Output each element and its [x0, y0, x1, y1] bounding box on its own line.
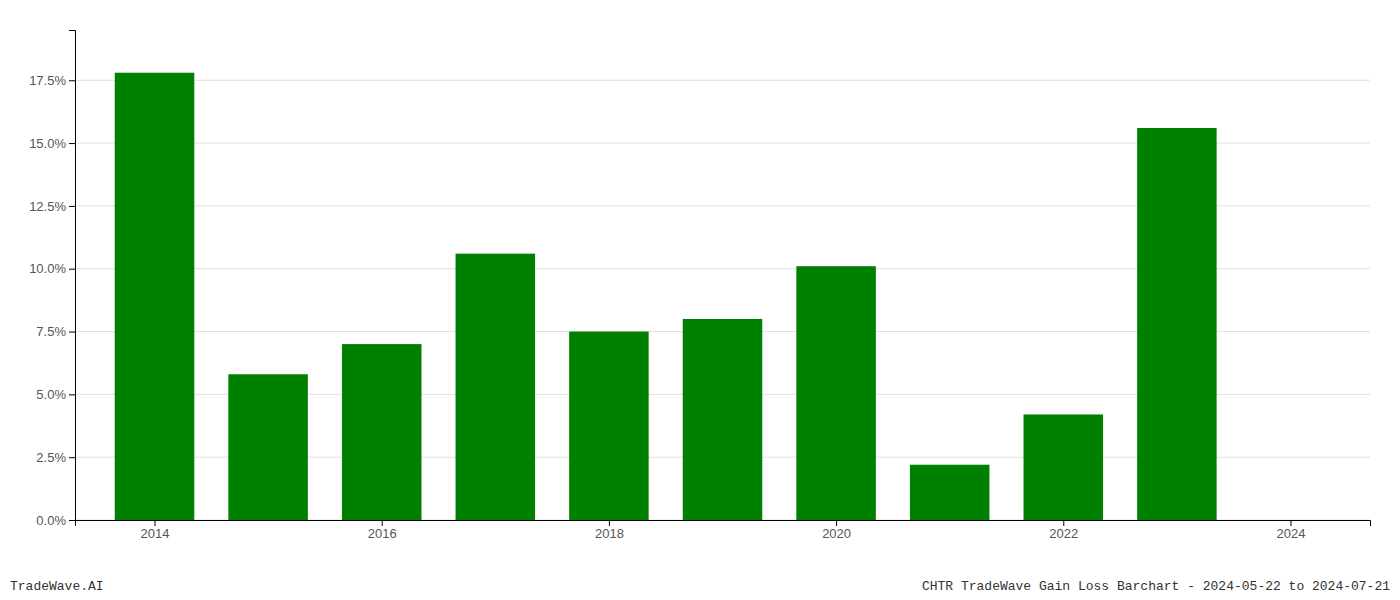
bar — [569, 332, 649, 520]
tick-mark — [69, 332, 75, 333]
tick-mark — [836, 520, 837, 526]
tick-mark — [69, 206, 75, 207]
tick-mark — [155, 520, 156, 526]
tick: 2016 — [368, 520, 397, 541]
tick-label: 2020 — [822, 526, 851, 541]
y-axis: 0.0% 2.5% 5.0% 7.5% 10.0% 12.5% 15.0% 17.5% — [29, 31, 75, 528]
tick: 5.0% — [36, 387, 75, 402]
axis-line — [76, 521, 1371, 527]
tick-label: 15.0% — [29, 136, 66, 151]
bar — [683, 319, 763, 520]
tick-label: 2016 — [368, 526, 397, 541]
tick-label: 2022 — [1049, 526, 1078, 541]
tick-label: 5.0% — [36, 387, 66, 402]
tick-mark — [69, 457, 75, 458]
x-axis: 2014 2016 2018 2020 2022 2024 — [76, 520, 1371, 541]
tick-mark — [382, 520, 383, 526]
bar — [228, 374, 308, 520]
tick-mark — [69, 143, 75, 144]
tick-label: 2014 — [141, 526, 170, 541]
tick-mark — [1063, 520, 1064, 526]
tick-mark — [69, 520, 75, 521]
grid — [75, 80, 1370, 520]
tick: 7.5% — [36, 324, 75, 339]
tick-label: 10.0% — [29, 261, 66, 276]
plot: 0.0% 2.5% 5.0% 7.5% 10.0% 12.5% 15.0% 17.5% 2014… — [29, 31, 1370, 542]
chart: 0.0% 2.5% 5.0% 7.5% 10.0% 12.5% 15.0% 17.5% 2014… — [0, 0, 1400, 600]
tick-mark — [1290, 520, 1291, 526]
tick-mark — [609, 520, 610, 526]
tick: 0.0% — [36, 513, 75, 528]
tick: 2018 — [595, 520, 624, 541]
bar — [1024, 414, 1104, 520]
tick-label: 12.5% — [29, 199, 66, 214]
bar — [910, 465, 990, 520]
tick: 2024 — [1277, 520, 1306, 541]
tick: 2.5% — [36, 450, 75, 465]
tick-label: 7.5% — [36, 324, 66, 339]
tick: 10.0% — [29, 261, 75, 276]
tick-label: 2.5% — [36, 450, 66, 465]
tick-label: 2018 — [595, 526, 624, 541]
tick-mark — [69, 394, 75, 395]
bar — [115, 73, 195, 520]
tick: 12.5% — [29, 199, 75, 214]
tick-label: 0.0% — [36, 513, 66, 528]
bars — [115, 73, 1217, 520]
tick: 2022 — [1049, 520, 1078, 541]
bar — [1137, 128, 1217, 520]
bar — [796, 266, 876, 520]
tick-mark — [69, 80, 75, 81]
tick: 2020 — [822, 520, 851, 541]
title: CHTR TradeWave Gain Loss Barchart - 2024… — [922, 579, 1390, 594]
grid-line — [75, 80, 1370, 81]
annotation: TradeWave.AI — [10, 579, 104, 594]
tick-label: 2024 — [1277, 526, 1306, 541]
tick: 17.5% — [29, 73, 75, 88]
tick-mark — [69, 269, 75, 270]
tick-label: 17.5% — [29, 73, 66, 88]
axis-line — [69, 31, 76, 521]
bar — [456, 254, 536, 520]
tick: 15.0% — [29, 136, 75, 151]
tick: 2014 — [141, 520, 170, 541]
bar — [342, 344, 422, 520]
